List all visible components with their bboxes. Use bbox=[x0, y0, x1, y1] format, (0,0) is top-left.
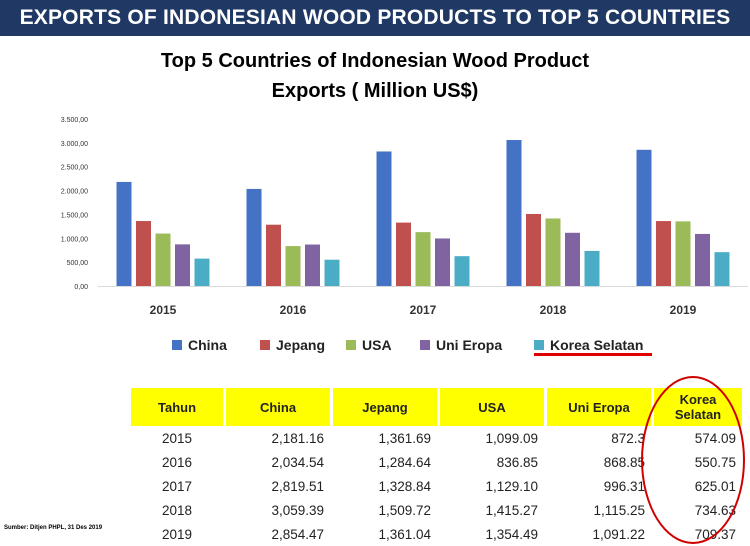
table-cell: 836.85 bbox=[496, 454, 538, 470]
table-cell: 1,284.64 bbox=[378, 454, 431, 470]
legend-label: Korea Selatan bbox=[550, 337, 644, 353]
legend-item-uni-eropa: Uni Eropa bbox=[420, 334, 502, 356]
chart-legend: China Jepang USA Uni Eropa Korea Selatan bbox=[0, 334, 750, 356]
table-header-usa: USA bbox=[440, 388, 544, 426]
source-note: Sumber: Ditjen PHPL, 31 Des 2019 bbox=[4, 525, 103, 531]
legend-item-jepang: Jepang bbox=[260, 334, 325, 356]
bar-korea-selatan-2016 bbox=[324, 259, 340, 286]
bar-jepang-2019 bbox=[656, 221, 671, 286]
bar-uni-eropa-2018 bbox=[565, 232, 580, 286]
bar-usa-2016 bbox=[285, 246, 301, 286]
table-row: 2019 2,854.47 1,361.04 1,354.49 1,091.22 709.… bbox=[131, 522, 742, 546]
x-tick-label: 2016 bbox=[280, 303, 307, 317]
table-cell: 2,181.16 bbox=[271, 430, 324, 446]
table-cell: 868.85 bbox=[603, 454, 645, 470]
legend-swatch bbox=[346, 340, 356, 350]
y-tick-label: 1.500,00 bbox=[61, 212, 88, 219]
table-cell: 1,115.25 bbox=[593, 502, 645, 518]
banner-title: EXPORTS OF INDONESIAN WOOD PRODUCTS TO T… bbox=[0, 0, 750, 36]
bar-korea-selatan-2018 bbox=[584, 250, 600, 286]
bar-usa-2018 bbox=[545, 218, 561, 286]
x-tick-label: 2019 bbox=[670, 303, 697, 317]
legend-item-korea-selatan: Korea Selatan bbox=[534, 334, 643, 356]
legend-label: China bbox=[188, 337, 227, 353]
bar-china-2018 bbox=[506, 140, 522, 286]
table-cell: 1,328.84 bbox=[378, 478, 431, 494]
table-cell: 2017 bbox=[161, 478, 193, 494]
legend-label: Jepang bbox=[276, 337, 326, 353]
table-cell: 2019 bbox=[161, 526, 193, 542]
table-cell: 2015 bbox=[161, 430, 193, 446]
table-header-china: China bbox=[226, 388, 330, 426]
y-tick-label: 500,00 bbox=[67, 260, 89, 267]
table-cell: 1,354.49 bbox=[485, 526, 538, 542]
bar-usa-2019 bbox=[675, 221, 691, 286]
y-tick-label: 2.500,00 bbox=[61, 165, 88, 172]
table-cell: 1,361.04 bbox=[378, 526, 431, 542]
bar-korea-selatan-2015 bbox=[194, 258, 210, 286]
table-cell: 2,819.51 bbox=[271, 478, 324, 494]
korea-selatan-highlight-circle bbox=[641, 376, 745, 544]
table-cell: 1,099.09 bbox=[485, 430, 538, 446]
x-tick-label: 2017 bbox=[410, 303, 437, 317]
table-cell: 1,509.72 bbox=[378, 502, 431, 518]
legend-swatch bbox=[172, 340, 182, 350]
chart-title-line-2: Exports ( Million US$) bbox=[271, 80, 479, 102]
bar-jepang-2018 bbox=[526, 213, 541, 286]
bar-chart: 0,00 500,00 1.000,00 1.500,00 2.000,00 2.500,… bbox=[61, 117, 748, 317]
legend-swatch bbox=[420, 340, 430, 350]
bar-uni-eropa-2016 bbox=[305, 244, 320, 286]
x-tick-label: 2018 bbox=[540, 303, 567, 317]
bar-china-2016 bbox=[246, 188, 262, 286]
legend-swatch bbox=[534, 340, 544, 350]
chart-title-line-1: Top 5 Countries of Indonesian Wood Produ… bbox=[160, 50, 590, 72]
bar-uni-eropa-2019 bbox=[695, 233, 710, 286]
table-cell: 1,091.22 bbox=[592, 526, 645, 542]
table-cell: 2018 bbox=[161, 502, 193, 518]
table-header-uni-eropa: Uni Eropa bbox=[547, 388, 651, 426]
legend-label: USA bbox=[362, 337, 392, 353]
legend-item-usa: USA bbox=[346, 334, 392, 356]
bar-uni-eropa-2015 bbox=[175, 244, 190, 286]
table-cell: 3,059.39 bbox=[271, 502, 324, 518]
table-header-tahun: Tahun bbox=[131, 388, 223, 426]
bar-china-2017 bbox=[376, 151, 392, 286]
y-tick-label: 0,00 bbox=[74, 284, 88, 291]
table-cell: 1,361.69 bbox=[378, 430, 431, 446]
legend-swatch bbox=[260, 340, 270, 350]
bar-china-2019 bbox=[636, 149, 652, 286]
table-cell: 2,034.54 bbox=[271, 454, 324, 470]
table-cell: 2,854.47 bbox=[271, 526, 324, 542]
y-tick-label: 3.500,00 bbox=[61, 117, 88, 124]
bar-korea-selatan-2017 bbox=[454, 256, 470, 286]
table-cell: 1,415.27 bbox=[485, 502, 538, 518]
y-tick-label: 2.000,00 bbox=[61, 189, 88, 196]
table-header-jepang: Jepang bbox=[333, 388, 437, 426]
chart-title: Top 5 Countries of Indonesian Wood Produ… bbox=[60, 46, 690, 106]
korea-selatan-highlight-underline bbox=[534, 353, 652, 356]
bar-jepang-2017 bbox=[396, 222, 411, 286]
x-tick-label: 2015 bbox=[150, 303, 177, 317]
bar-jepang-2016 bbox=[266, 224, 281, 286]
table-cell: 996.31 bbox=[603, 478, 645, 494]
bar-uni-eropa-2017 bbox=[435, 238, 450, 286]
y-tick-label: 3.000,00 bbox=[61, 141, 88, 148]
legend-label: Uni Eropa bbox=[436, 337, 503, 353]
table-cell: 1,129.10 bbox=[485, 478, 538, 494]
bar-usa-2015 bbox=[155, 233, 171, 286]
bar-korea-selatan-2019 bbox=[714, 252, 730, 286]
table-cell: 2016 bbox=[161, 454, 193, 470]
bar-usa-2017 bbox=[415, 232, 431, 286]
legend-item-china: China bbox=[172, 334, 227, 356]
bar-china-2015 bbox=[116, 181, 132, 286]
y-tick-label: 1.000,00 bbox=[61, 236, 88, 243]
bar-jepang-2015 bbox=[136, 221, 151, 286]
table-cell: 872.3 bbox=[611, 430, 645, 446]
